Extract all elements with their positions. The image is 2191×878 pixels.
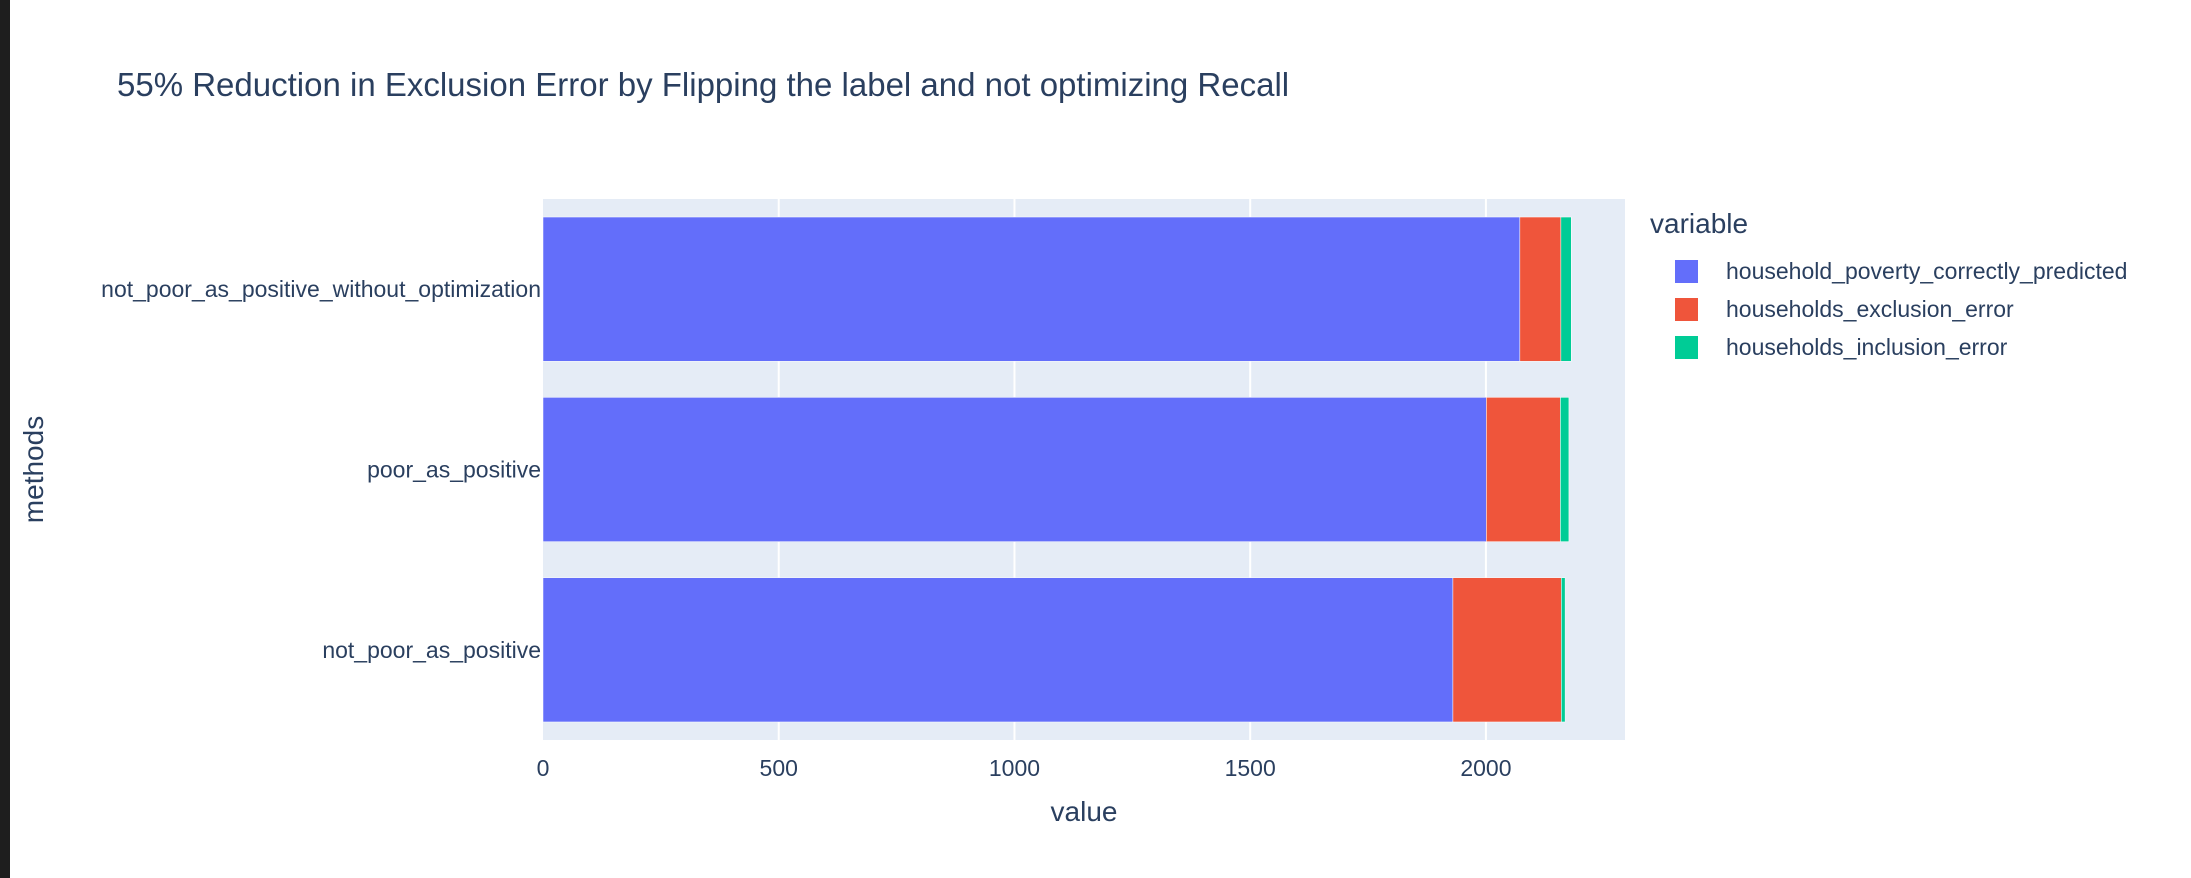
legend-swatch xyxy=(1675,297,1698,321)
tick-labels: 0 500 1000 1500 2000 not_poor_as_positive_wit… xyxy=(101,276,1511,781)
x-axis-title: value xyxy=(1051,796,1118,827)
bar-segment xyxy=(542,216,1521,362)
y-tick-label: not_poor_as_positive xyxy=(322,637,541,663)
chart-title: 55% Reduction in Exclusion Error by Flip… xyxy=(117,66,1290,103)
bar-segment xyxy=(1560,216,1572,362)
y-axis-title: methods xyxy=(18,416,49,523)
x-tick-label: 1000 xyxy=(989,755,1040,781)
chart-plot: 0 500 1000 1500 2000 not_poor_as_positive_wit… xyxy=(18,199,1625,827)
chart-figure: 55% Reduction in Exclusion Error by Flip… xyxy=(10,0,2191,878)
x-tick-label: 2000 xyxy=(1460,755,1511,781)
legend-item[interactable]: households_exclusion_error xyxy=(1675,290,2127,328)
x-tick-label: 0 xyxy=(537,755,550,781)
bar-segment xyxy=(542,397,1487,542)
legend-title: variable xyxy=(1650,208,1749,239)
x-tick-label: 500 xyxy=(760,755,798,781)
legend-item[interactable]: household_poverty_correctly_predicted xyxy=(1675,252,2127,290)
bar-segment xyxy=(542,577,1454,723)
bar-segment xyxy=(1452,577,1562,723)
legend-item[interactable]: households_inclusion_error xyxy=(1675,328,2127,366)
bars xyxy=(542,216,1572,723)
legend-label: households_exclusion_error xyxy=(1726,295,2014,322)
legend-swatch xyxy=(1675,259,1698,283)
y-tick-label: not_poor_as_positive_without_optimizatio… xyxy=(101,276,541,302)
legend-label: households_inclusion_error xyxy=(1726,333,2008,360)
bar-segment xyxy=(1519,216,1562,362)
x-tick-label: 1500 xyxy=(1225,755,1276,781)
legend-label: household_poverty_correctly_predicted xyxy=(1726,257,2128,284)
bar-segment xyxy=(1561,577,1566,723)
bar-segment xyxy=(1486,397,1561,542)
legend-swatch xyxy=(1675,335,1698,359)
legend: variable household_poverty_correctly_pre… xyxy=(1650,208,2127,366)
y-tick-label: poor_as_positive xyxy=(367,457,541,483)
bar-segment xyxy=(1560,397,1570,542)
